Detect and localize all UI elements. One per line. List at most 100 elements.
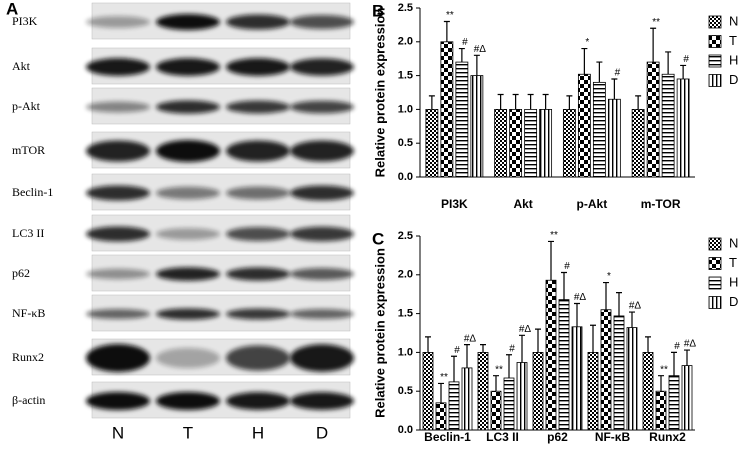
error-bar [493,375,499,392]
error-bar [464,344,470,368]
blot-band [290,185,354,201]
error-bar [574,302,580,327]
legend-swatch [708,15,722,29]
bar [545,279,557,431]
blot-band [86,226,150,242]
blot-band [86,140,150,162]
blot-band [156,186,220,200]
blot-band [156,58,220,76]
y-tick-label: 2.5 [398,2,413,14]
blot-lane-label: D [316,423,328,442]
legend-label: T [729,33,737,48]
blot-band [226,58,290,76]
error-bar [635,95,642,110]
blot-band [290,226,354,242]
error-bar [645,336,651,353]
blot-band [226,308,290,320]
bar [681,365,693,431]
significance-label: # [615,68,621,79]
blot-band [156,14,220,30]
y-tick-label: 2.0 [398,269,413,281]
error-bar [650,27,657,63]
blot-band [226,392,290,410]
bar [524,109,538,178]
bar [448,381,460,431]
blot-band [226,186,290,200]
bar [461,367,473,431]
blot-band [156,347,220,369]
error-bar [590,324,596,353]
error-bar [658,375,664,392]
blot-band [290,344,354,372]
y-tick-label: 0.0 [398,171,413,183]
error-bar [616,292,622,316]
significance-label: # [509,343,515,354]
bar [509,109,523,178]
blot-band [86,16,150,28]
legend-swatch [708,237,722,251]
error-bar [425,336,431,353]
error-bar [629,311,635,328]
y-tick-label: 0.5 [398,385,413,397]
bar [631,109,645,178]
error-bar [665,51,672,75]
blot-band [86,268,150,280]
bar [539,109,553,178]
error-bar [458,47,465,63]
x-tick-label: Runx2 [649,430,686,444]
error-bar [680,64,687,79]
blot-band [156,228,220,240]
blot-band [290,58,354,76]
error-bar [438,382,444,403]
blot-lane-label: H [252,423,264,442]
blot-panel: PI3K Akt p-Akt mTOR Beclin-1 LC3 II p62 NF-κB Ru… [12,2,354,442]
blot-band [156,100,220,114]
significance-label: ** [550,230,558,241]
significance-label: ** [446,10,454,21]
bar [607,98,621,178]
blot-row-label: β-actin [12,393,45,407]
y-axis-title: Relative protein expression [372,248,387,418]
error-bar [535,328,541,353]
bar [490,390,502,431]
significance-label: # [674,341,680,352]
blot-band [290,392,354,410]
bar [532,351,544,431]
blot-lane-label: N [112,423,124,442]
blot-row-label: Runx2 [12,350,44,364]
significance-label: # [683,54,689,65]
blot-row-label: p-Akt [12,99,41,113]
legend-swatch [708,257,722,270]
blot-row-label: NF-κB [12,306,45,320]
legend-swatch [708,74,722,87]
bar [425,109,439,178]
blot-band [86,392,150,410]
error-bar [581,47,588,75]
blot-band [226,267,290,281]
significance-label: # [462,37,468,48]
blot-band [86,344,150,372]
error-bar [512,93,519,110]
significance-label: # [564,261,570,272]
blot-row-label: mTOR [12,143,45,157]
significance-label: #Δ [474,44,487,55]
bar [503,377,515,431]
x-tick-label: NF-κB [595,430,631,444]
significance-label: ** [440,372,448,383]
significance-label: # [454,345,460,356]
error-bar [548,240,554,281]
significance-label: ** [660,364,668,375]
legend-swatch [708,276,722,290]
blot-row-label: LC3 II [12,226,44,240]
bar [646,61,660,178]
y-tick-label: 1.5 [398,308,413,320]
bar [571,326,583,431]
significance-label: #Δ [574,292,587,303]
blot-band [290,267,354,281]
blot-band [226,226,290,242]
blot-band [226,14,290,30]
bar [562,109,576,178]
